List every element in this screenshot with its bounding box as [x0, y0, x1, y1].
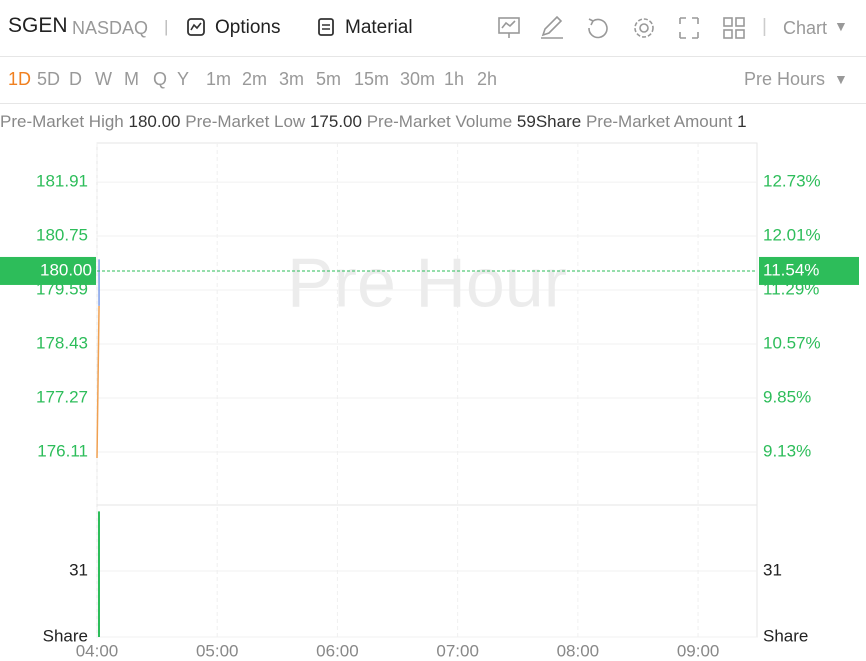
stat-label: Pre-Market High: [0, 112, 124, 131]
options-icon: [187, 18, 205, 36]
x-tick-label: 07:00: [436, 641, 479, 660]
y2-tick-label: 31: [763, 560, 782, 579]
y-tick-label: 180.75: [36, 226, 88, 245]
material-button[interactable]: Material: [345, 17, 413, 38]
period-tab[interactable]: 5m: [316, 69, 342, 89]
x-tick-label: 09:00: [677, 641, 720, 660]
chart: 181.91180.75179.59178.43177.27176.1104:0…: [0, 142, 859, 660]
period-tab[interactable]: 2h: [477, 69, 498, 89]
y-tick-label: Share: [43, 626, 88, 645]
y-tick-label: 176.11: [37, 441, 88, 460]
y2-tick-label: 9.13%: [763, 441, 811, 460]
y-tick-label: 31: [69, 560, 88, 579]
plot-frame: [96, 142, 758, 638]
watermark: Pre Hour: [287, 243, 567, 321]
y-tick-label: 181.91: [36, 172, 88, 191]
stat-label: Pre-Market Low: [185, 112, 306, 131]
exchange: NASDAQ: [72, 18, 149, 38]
period-tab[interactable]: 3m: [279, 69, 305, 89]
header: SGEN NASDAQ | Options Material | Chart ▼: [0, 0, 866, 57]
stat-value: 59Share: [516, 112, 582, 131]
y2-tick-label: 12.73%: [763, 171, 821, 190]
period-tab[interactable]: 1h: [444, 69, 465, 89]
period-tab[interactable]: Y: [177, 69, 190, 89]
x-tick-label: 06:00: [316, 641, 359, 660]
symbol: SGEN: [8, 14, 68, 37]
stat-label: Pre-Market Volume: [366, 112, 513, 131]
period-tab[interactable]: D: [69, 69, 82, 89]
period-tab[interactable]: 5D: [37, 69, 61, 89]
session-menu[interactable]: Pre Hours: [744, 69, 826, 89]
stat-value: 180.00: [128, 112, 181, 131]
y-tick-label: 178.43: [36, 333, 88, 352]
chart-menu[interactable]: Chart: [783, 18, 828, 38]
y2-tick-label: 9.85%: [763, 387, 811, 406]
period-bar: 1D 5D D W M Q Y 1m 2m 3m 5m 15m 30m 1h 2h Pre Hours ▼: [0, 57, 866, 104]
x-tick-label: 05:00: [196, 641, 239, 660]
x-tick-label: 08:00: [557, 641, 600, 660]
material-icon: [318, 18, 334, 36]
period-tab[interactable]: 15m: [354, 69, 390, 89]
volume-bar: [98, 511, 100, 637]
session-caret: ▼: [834, 71, 848, 87]
current-price-box: [0, 256, 96, 285]
period-tab[interactable]: 1m: [206, 69, 232, 89]
options-button[interactable]: Options: [215, 17, 281, 38]
y-tick-label: 177.27: [36, 387, 88, 406]
current-price-label: 180.00: [40, 260, 92, 279]
y2-tick-label: 10.57%: [763, 333, 821, 352]
period-tab[interactable]: 1D: [8, 69, 32, 89]
stat-label: Pre-Market Amount: [585, 112, 733, 131]
period-tab[interactable]: M: [124, 69, 139, 89]
toolbar-icons[interactable]: [495, 15, 755, 41]
price-line: [96, 305, 100, 459]
stat-value: 175.00: [309, 112, 362, 131]
y2-tick-label: Share: [763, 626, 808, 645]
separator: |: [164, 17, 169, 36]
x-tick-label: 04:00: [76, 641, 119, 660]
current-percent-label: 11.54%: [763, 260, 819, 279]
stat-value: 1: [737, 112, 747, 131]
period-tab[interactable]: Q: [153, 69, 168, 89]
y2-tick-label: 12.01%: [763, 225, 821, 244]
current-percent-box: [759, 256, 859, 285]
period-tab[interactable]: 30m: [400, 69, 436, 89]
period-tab[interactable]: 2m: [242, 69, 268, 89]
period-tab[interactable]: W: [95, 69, 112, 89]
stats: Pre-Market High 180.00 Pre-Market Low 17…: [0, 112, 747, 132]
